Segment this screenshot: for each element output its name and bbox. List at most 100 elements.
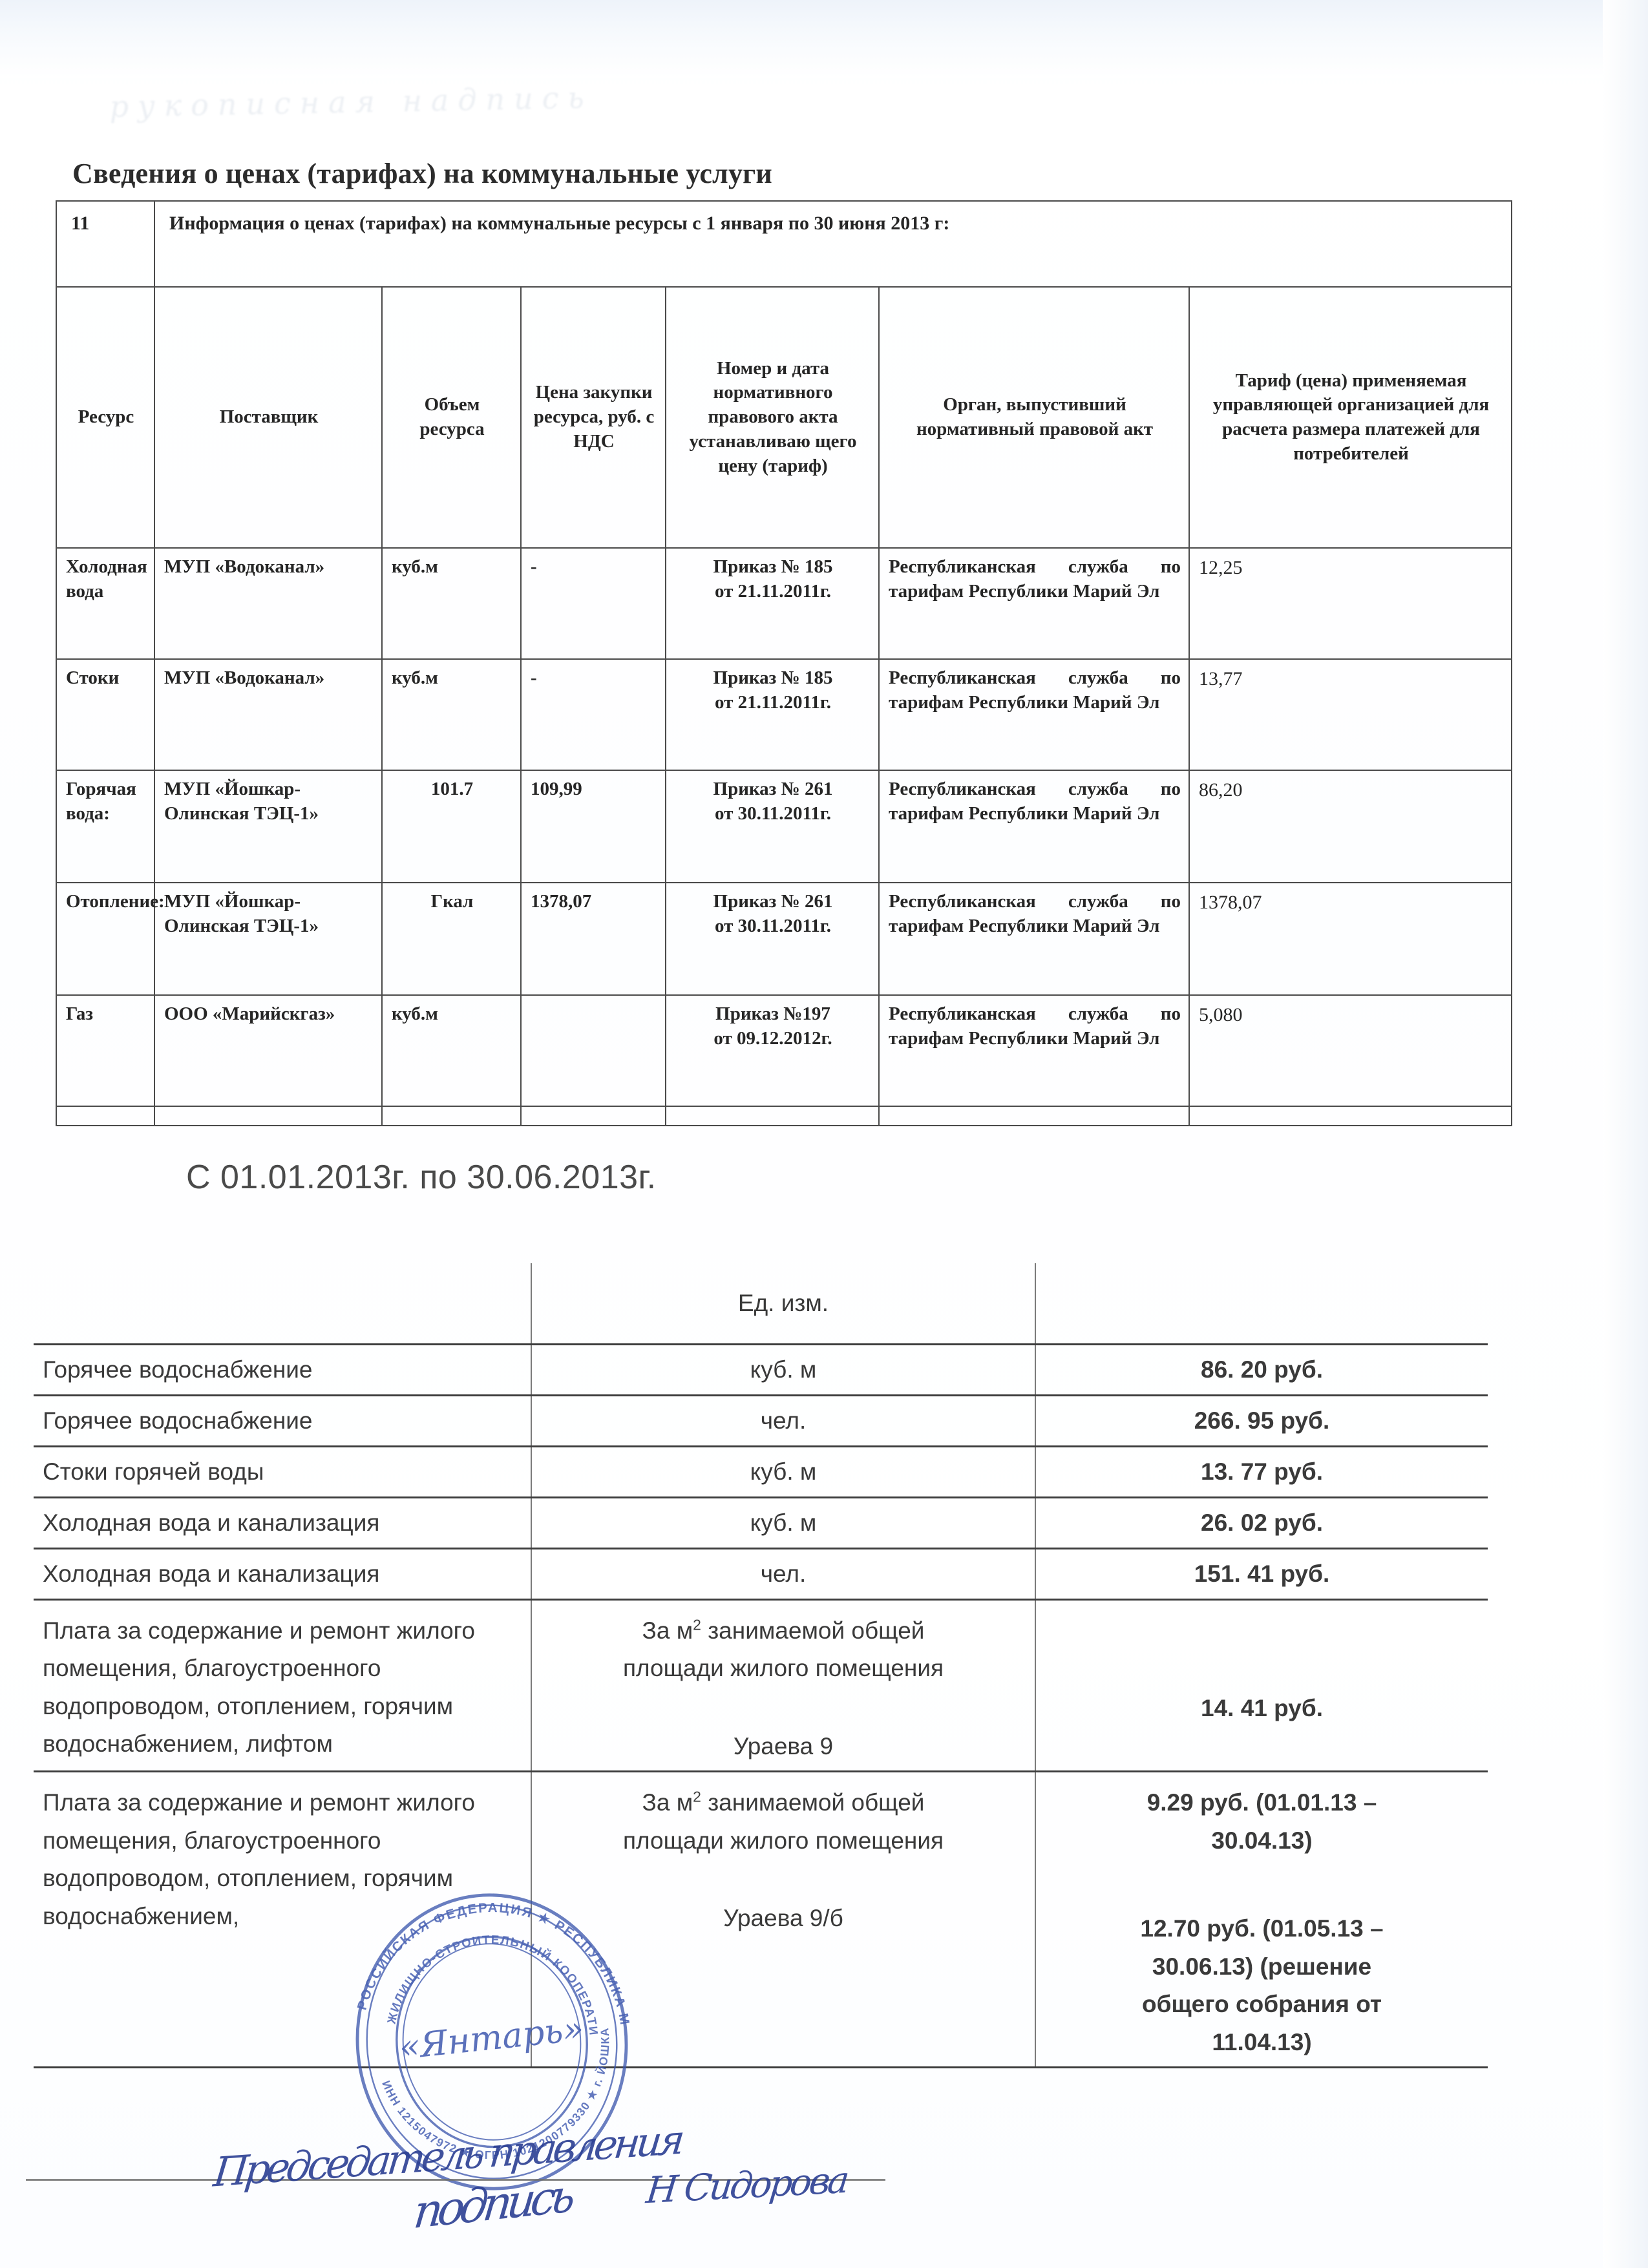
cell2-unit: За м2 занимаемой общей площади жилого по… xyxy=(531,1598,1036,1773)
cell-act-line1: Приказ № 261 xyxy=(713,891,833,912)
signature-name: Н Сидорова xyxy=(644,2159,849,2212)
cell-act-line1: Приказ № 185 xyxy=(713,556,833,577)
unit-superscript: 2 xyxy=(693,1789,701,1806)
footer-cell xyxy=(1188,1106,1513,1126)
cell-volume: куб.м xyxy=(381,547,522,660)
cell-act-line2: от 21.11.2011г. xyxy=(714,691,832,713)
cell2-name: Стоки горячей воды xyxy=(34,1445,532,1498)
communal-resources-table: 11 Информация о ценах (тарифах) на комму… xyxy=(56,200,1513,1126)
unit-spacer xyxy=(541,1688,1026,1728)
cell2-unit: чел. xyxy=(531,1394,1036,1447)
cell2-unit-address: Ураева 9/б xyxy=(723,1905,843,1932)
cell2-unit: куб. м xyxy=(531,1496,1036,1549)
table-row: Газ ООО «Марийскгаз» куб.м Приказ №197 о… xyxy=(56,994,1513,1107)
faint-handwriting-note: рукописная надпись xyxy=(109,79,593,125)
cell-act-line2: от 21.11.2011г. xyxy=(714,580,832,602)
col2-header-unit: Ед. изм. xyxy=(531,1263,1036,1345)
cell-supplier: МУП «Водоканал» xyxy=(154,547,383,660)
col-header-supplier: Поставщик xyxy=(154,286,383,549)
cell2-price-line4: 30.06.13) (решение xyxy=(1152,1953,1372,1980)
footer-cell xyxy=(665,1106,880,1126)
cell2-unit: чел. xyxy=(531,1548,1036,1601)
cell2-unit: За м2 занимаемой общей площади жилого по… xyxy=(531,1770,1036,2069)
unit-prefix: За м xyxy=(642,1789,693,1816)
price-spacer xyxy=(1045,1860,1479,1910)
signature-position-label: Председатель правления xyxy=(211,2116,684,2196)
table-row: Плата за содержание и ремонт жилого поме… xyxy=(34,1598,1488,1773)
cell2-price-line1: 9.29 руб. (01.01.13 – xyxy=(1146,1789,1377,1816)
cell-supplier: МУП «Водоканал» xyxy=(154,658,383,771)
cell2-price-line5: общего собрания от xyxy=(1141,1991,1382,2018)
unit-spacer xyxy=(541,1860,1026,1900)
cell-supplier: ООО «Марийскгаз» xyxy=(154,994,383,1107)
banner-text: Информация о ценах (тарифах) на коммунал… xyxy=(153,200,1513,288)
table-banner-row: 11 Информация о ценах (тарифах) на комму… xyxy=(56,200,1513,288)
cell-supplier: МУП «Йошкар-Олинская ТЭЦ-1» xyxy=(154,770,383,883)
cell2-unit-line2: площади жилого помещения xyxy=(622,1655,944,1682)
col2-header-price xyxy=(1035,1263,1488,1345)
table-row: Холодная вода и канализация куб. м 26. 0… xyxy=(34,1496,1488,1549)
cell-act-line1: Приказ № 261 xyxy=(713,779,833,799)
cell-volume: куб.м xyxy=(381,658,522,771)
cell-organ: Республиканская служба по тарифам Респуб… xyxy=(878,994,1190,1107)
cell2-price-line3: 12.70 руб. (01.05.13 – xyxy=(1140,1915,1384,1942)
cell-tariff: 1378,07 xyxy=(1188,882,1513,996)
cell-organ: Республиканская служба по тарифам Респуб… xyxy=(878,882,1190,996)
cell-volume: куб.м xyxy=(381,994,522,1107)
cell2-price-line2: 30.04.13) xyxy=(1211,1827,1313,1854)
cell-organ: Республиканская служба по тарифам Респуб… xyxy=(878,547,1190,660)
table-row: Холодная вода МУП «Водоканал» куб.м - Пр… xyxy=(56,547,1513,660)
cell-volume: 101.7 xyxy=(381,770,522,883)
unit-prefix: За м xyxy=(642,1617,693,1644)
cell-resource: Отопление: xyxy=(56,882,165,996)
page-title: Сведения о ценах (тарифах) на коммунальн… xyxy=(72,158,772,189)
col-header-volume: Объем ресурса xyxy=(381,286,522,549)
table-row: Холодная вода и канализация чел. 151. 41… xyxy=(34,1548,1488,1601)
cell-act: Приказ № 185 от 21.11.2011г. xyxy=(665,547,880,660)
cell2-price: 26. 02 руб. xyxy=(1035,1496,1488,1549)
col-header-price: Цена закупки ресурса, руб. с НДС xyxy=(520,286,666,549)
cell-price xyxy=(520,994,666,1107)
table-row: Стоки МУП «Водоканал» куб.м - Приказ № 1… xyxy=(56,658,1513,771)
cell2-price: 13. 77 руб. xyxy=(1035,1445,1488,1498)
cell-tariff: 86,20 xyxy=(1188,770,1513,883)
banner-number: 11 xyxy=(56,200,155,288)
cell2-price-line6: 11.04.13) xyxy=(1212,2028,1312,2055)
cell2-unit: куб. м xyxy=(531,1445,1036,1498)
col-header-organ: Орган, выпустивший нормативный правовой … xyxy=(878,286,1190,549)
cell-resource: Горячая вода: xyxy=(56,770,155,883)
footer-cell xyxy=(520,1106,666,1126)
cell2-price: 151. 41 руб. xyxy=(1035,1548,1488,1601)
cell2-name: Горячее водоснабжение xyxy=(34,1394,532,1447)
cell-organ: Республиканская служба по тарифам Респуб… xyxy=(878,658,1190,771)
cell2-price: 86. 20 руб. xyxy=(1035,1343,1488,1396)
cell2-name: Холодная вода и канализация xyxy=(34,1496,532,1549)
footer-cell xyxy=(878,1106,1190,1126)
cell2-unit-line2: площади жилого помещения xyxy=(622,1827,944,1854)
cell2-name: Плата за содержание и ремонт жилого поме… xyxy=(34,1598,532,1773)
table-row: Горячее водоснабжение чел. 266. 95 руб. xyxy=(34,1394,1488,1447)
table-row: Горячее водоснабжение куб. м 86. 20 руб. xyxy=(34,1343,1488,1396)
cell-resource: Газ xyxy=(56,994,155,1107)
cell-act-line2: от 09.12.2012г. xyxy=(713,1027,832,1049)
footer-cell xyxy=(381,1106,522,1126)
cell-tariff: 12,25 xyxy=(1188,547,1513,660)
cell2-name: Горячее водоснабжение xyxy=(34,1343,532,1396)
cell-organ: Республиканская служба по тарифам Респуб… xyxy=(878,770,1190,883)
cell-price: 1378,07 xyxy=(520,882,666,996)
cell-act-line1: Приказ №197 xyxy=(715,1003,830,1024)
cell-act-line1: Приказ № 185 xyxy=(713,667,833,688)
cell-resource: Холодная вода xyxy=(56,547,155,660)
cell2-name: Холодная вода и канализация xyxy=(34,1548,532,1601)
unit-superscript: 2 xyxy=(693,1616,701,1633)
signature-rule xyxy=(26,2179,885,2181)
footer-cell xyxy=(154,1106,383,1126)
cell-act-line2: от 30.11.2011г. xyxy=(714,803,832,824)
cell-tariff: 5,080 xyxy=(1188,994,1513,1107)
table-row: Стоки горячей воды куб. м 13. 77 руб. xyxy=(34,1445,1488,1498)
cell2-price-value: 14. 41 руб. xyxy=(1201,1695,1323,1721)
cell2-name: Плата за содержание и ремонт жилого поме… xyxy=(34,1770,532,2069)
cell-tariff: 13,77 xyxy=(1188,658,1513,771)
cell2-price: 9.29 руб. (01.01.13 – 30.04.13) 12.70 ру… xyxy=(1035,1770,1488,2069)
